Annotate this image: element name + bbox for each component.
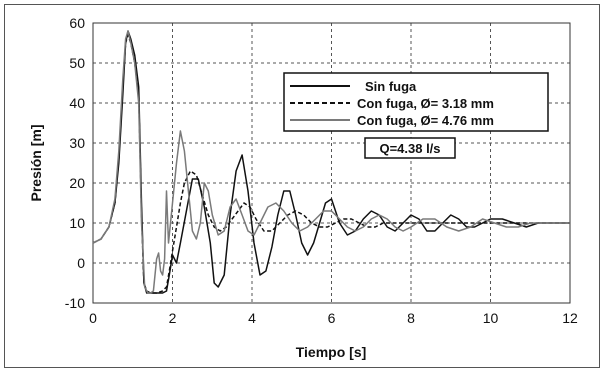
x-tick-label: 12 xyxy=(562,310,578,326)
flow-annotation-text: Q=4.38 l/s xyxy=(379,141,440,156)
flow-annotation-box xyxy=(364,137,456,159)
x-tick-label: 4 xyxy=(248,310,256,326)
y-axis-title: Presión [m] xyxy=(28,124,44,201)
x-axis-title: Tiempo [s] xyxy=(296,344,367,360)
x-tick-label: 10 xyxy=(483,310,499,326)
grid xyxy=(93,23,570,303)
x-tick-label: 6 xyxy=(328,310,336,326)
y-tick-label: 20 xyxy=(69,175,85,191)
y-tick-label: 10 xyxy=(69,215,85,231)
y-tick-label: 0 xyxy=(77,255,85,271)
y-tick-label: 60 xyxy=(69,15,85,31)
legend: Sin fuga Con fuga, Ø= 3.18 mm Con fuga, … xyxy=(283,72,549,132)
y-tick-label: 30 xyxy=(69,135,85,151)
y-tick-label: -10 xyxy=(65,295,85,311)
chart-frame: 0 2 4 6 8 10 12 -10 0 10 20 30 40 50 60 Tiempo [s] Pre… xyxy=(4,4,600,368)
legend-label-sin-fuga: Sin fuga xyxy=(365,79,417,94)
x-tick-label: 2 xyxy=(169,310,177,326)
legend-label-con-fuga-318: Con fuga, Ø= 3.18 mm xyxy=(357,96,494,111)
y-tick-label: 40 xyxy=(69,95,85,111)
legend-box xyxy=(283,72,549,132)
series-line-2 xyxy=(92,30,570,294)
legend-label-con-fuga-476: Con fuga, Ø= 4.76 mm xyxy=(357,113,494,128)
flow-annotation: Q=4.38 l/s xyxy=(364,137,456,159)
x-tick-label: 8 xyxy=(407,310,415,326)
x-tick-label: 0 xyxy=(89,310,97,326)
plot-area xyxy=(92,22,571,304)
y-tick-label: 50 xyxy=(69,55,85,71)
series-layer xyxy=(92,30,570,294)
